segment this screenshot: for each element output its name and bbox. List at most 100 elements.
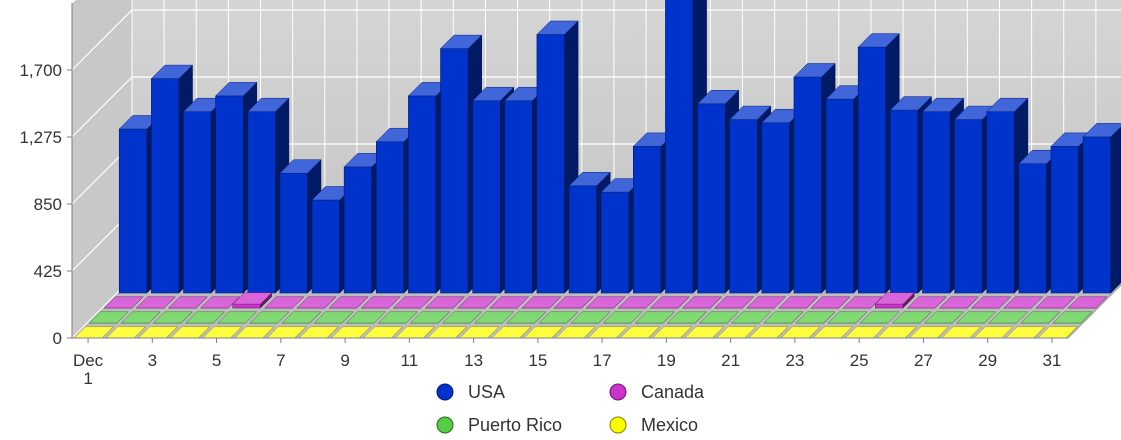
x-tick-label: 25 bbox=[850, 351, 869, 370]
bar-front bbox=[665, 0, 694, 294]
bar-top bbox=[1020, 311, 1061, 324]
bar-front bbox=[247, 111, 276, 294]
bar bbox=[184, 311, 226, 324]
bar bbox=[345, 311, 386, 324]
bar bbox=[199, 296, 241, 309]
bar bbox=[842, 296, 883, 309]
bar bbox=[489, 296, 530, 309]
bar-top bbox=[986, 97, 1029, 112]
bar-top bbox=[392, 296, 433, 309]
x-tick-label: 3 bbox=[148, 351, 157, 370]
legend-marker bbox=[436, 416, 454, 434]
x-tick-label: 13 bbox=[464, 351, 483, 370]
bar bbox=[521, 296, 562, 309]
bar-top bbox=[152, 311, 194, 324]
bar-top bbox=[489, 296, 530, 309]
bar bbox=[827, 311, 868, 324]
bar-top bbox=[439, 34, 483, 49]
bar bbox=[506, 311, 547, 324]
bar-top bbox=[1052, 311, 1093, 324]
bar-front bbox=[568, 185, 597, 294]
bar bbox=[1052, 311, 1093, 324]
bar-top bbox=[827, 311, 868, 324]
bar bbox=[874, 292, 915, 309]
axes bbox=[71, 3, 1068, 339]
x-tick-label-line: 3 bbox=[148, 351, 157, 370]
bar bbox=[1035, 296, 1076, 309]
bar-top bbox=[472, 86, 515, 101]
y-tick-label: 0 bbox=[53, 329, 62, 348]
bar-top bbox=[506, 311, 547, 324]
bar-top bbox=[649, 296, 690, 309]
x-tick-label-line: 9 bbox=[340, 351, 349, 370]
bar bbox=[585, 296, 626, 309]
bar-front bbox=[232, 303, 261, 309]
bar-top bbox=[746, 296, 787, 309]
bar bbox=[409, 311, 451, 324]
bar bbox=[731, 311, 772, 324]
bar bbox=[88, 311, 129, 324]
x-tick-label-line: 11 bbox=[401, 351, 419, 370]
bar bbox=[135, 296, 176, 309]
bar-top bbox=[88, 311, 129, 324]
bar-top bbox=[521, 296, 562, 309]
legend-marker bbox=[436, 383, 454, 401]
bar bbox=[729, 105, 772, 294]
bar bbox=[617, 296, 658, 309]
bar-front bbox=[600, 191, 630, 294]
bar-top bbox=[313, 311, 354, 324]
bar-top bbox=[345, 311, 386, 324]
bar bbox=[714, 296, 755, 309]
bar bbox=[746, 296, 787, 309]
bar-top bbox=[681, 296, 723, 309]
legend-label: Mexico bbox=[641, 415, 698, 435]
bar bbox=[553, 296, 594, 309]
bar bbox=[602, 311, 643, 324]
bar-top bbox=[279, 159, 322, 174]
x-tick-label-line: 15 bbox=[528, 351, 547, 370]
bar-front bbox=[536, 34, 565, 294]
x-tick-label-line: 17 bbox=[593, 351, 612, 370]
bar-top bbox=[103, 296, 144, 309]
x-tick-label: 7 bbox=[276, 351, 285, 370]
bar-front bbox=[1082, 136, 1112, 294]
bar bbox=[1082, 123, 1121, 294]
x-tick-label-line: 21 bbox=[721, 351, 740, 370]
bar-top bbox=[923, 311, 965, 324]
bar-top bbox=[891, 311, 933, 324]
bar bbox=[956, 311, 997, 324]
bar bbox=[217, 311, 258, 324]
bar bbox=[1020, 311, 1061, 324]
bar-top bbox=[699, 311, 740, 324]
bar bbox=[891, 311, 933, 324]
bar-top bbox=[810, 296, 851, 309]
bar-top bbox=[634, 311, 675, 324]
y-tick-label: 1,275 bbox=[19, 128, 62, 147]
bar-front bbox=[793, 76, 822, 294]
bar-top bbox=[988, 311, 1029, 324]
bar-top bbox=[377, 311, 418, 324]
x-tick-label-line: 25 bbox=[850, 351, 869, 370]
bar bbox=[311, 185, 354, 294]
bar-top bbox=[874, 292, 915, 305]
bar-top bbox=[714, 296, 755, 309]
bar-front bbox=[729, 119, 758, 294]
x-tick-label-line: 27 bbox=[914, 351, 933, 370]
legend-item: Mexico bbox=[609, 415, 698, 435]
bar bbox=[681, 296, 723, 309]
bar bbox=[570, 311, 611, 324]
bar-top bbox=[457, 296, 498, 309]
bar-top bbox=[793, 63, 836, 78]
bar bbox=[249, 311, 290, 324]
bar-front bbox=[1050, 146, 1079, 294]
x-tick-label-line: 19 bbox=[657, 351, 676, 370]
bar-top bbox=[538, 311, 579, 324]
bar bbox=[634, 311, 675, 324]
bar-front bbox=[472, 100, 501, 294]
x-tick-label: Dec 1 bbox=[73, 351, 104, 388]
bar bbox=[538, 311, 579, 324]
bar-top bbox=[247, 97, 290, 112]
x-tick-label-line: 5 bbox=[212, 351, 221, 370]
bar-top bbox=[199, 296, 241, 309]
